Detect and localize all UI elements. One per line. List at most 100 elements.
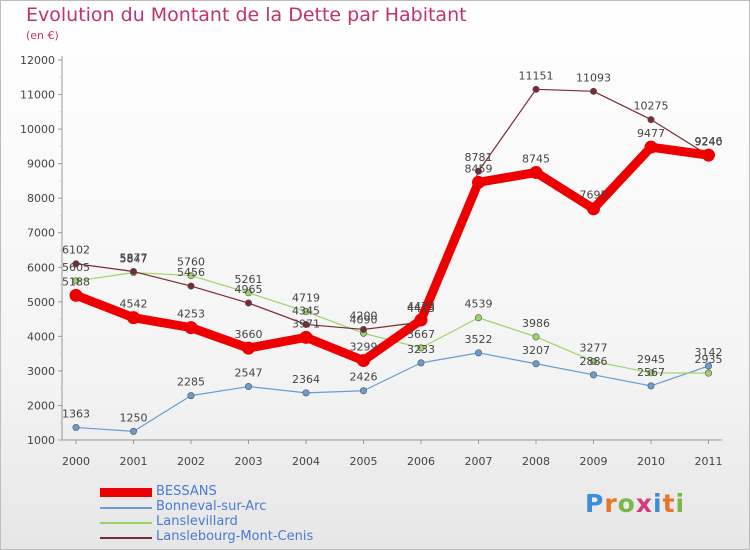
y-tick-label: 8000 (27, 192, 55, 205)
x-tick-label: 2010 (637, 455, 665, 468)
data-label-lanslebourg-mont-cenis: 4345 (292, 304, 320, 317)
data-point-lanslevillard (704, 369, 712, 377)
data-label-bessans: 3660 (235, 328, 263, 341)
data-label-lanslebourg-mont-cenis: 4965 (235, 283, 263, 296)
data-label-bessans: 3299 (350, 341, 378, 354)
data-label-bessans: 9246 (695, 135, 723, 148)
data-point-bonneval-sur-arc (187, 392, 195, 400)
data-label-bessans: 4253 (177, 308, 205, 321)
x-tick-label: 2009 (580, 455, 608, 468)
data-label-lanslevillard: 5605 (62, 261, 90, 274)
data-label-lanslebourg-mont-cenis: 11151 (519, 69, 554, 82)
data-point-lanslevillard (647, 369, 655, 377)
data-point-lanslebourg-mont-cenis (130, 268, 138, 276)
data-label-bessans: 9477 (637, 127, 665, 140)
data-label-bessans: 3971 (292, 317, 320, 330)
data-point-bonneval-sur-arc (130, 427, 138, 435)
data-label-lanslevillard: 3277 (580, 341, 608, 354)
y-tick-label: 6000 (27, 261, 55, 274)
data-point-lanslevillard (589, 357, 597, 365)
data-label-lanslebourg-mont-cenis: 5877 (120, 252, 148, 265)
data-point-bonneval-sur-arc (245, 383, 253, 391)
data-point-bonneval-sur-arc (704, 362, 712, 370)
data-point-lanslebourg-mont-cenis (72, 260, 80, 268)
data-label-lanslevillard: 4090 (350, 313, 378, 326)
proxiti-logo: Proxiti (585, 489, 685, 518)
data-label-lanslevillard: 5847 (120, 253, 148, 266)
legend-label: BESSANS (156, 484, 217, 499)
y-tick-label: 3000 (27, 365, 55, 378)
data-point-bessans (587, 202, 600, 216)
legend-label: Lanslebourg-Mont-Cenis (156, 529, 314, 544)
data-point-bonneval-sur-arc (302, 389, 310, 397)
data-label-lanslevillard: 3986 (522, 317, 550, 330)
data-point-bonneval-sur-arc (72, 423, 80, 431)
logo-letter: r (604, 489, 618, 518)
logo-letter: i (653, 489, 663, 518)
data-label-bonneval-sur-arc: 3233 (407, 343, 435, 356)
y-tick-label: 1000 (27, 434, 55, 447)
x-tick-label: 2003 (235, 455, 263, 468)
data-label-bessans: 8459 (465, 162, 493, 175)
data-label-lanslebourg-mont-cenis: 10275 (634, 100, 669, 113)
line-chart: 1000 2000 3000 4000 5000 6000 7000 8000 9000 1000… (20, 54, 723, 468)
data-point-lanslebourg-mont-cenis (359, 325, 367, 333)
data-label-lanslebourg-mont-cenis: 11093 (576, 71, 611, 84)
logo-letter: o (617, 489, 636, 518)
data-point-lanslevillard (532, 333, 540, 341)
data-point-lanslebourg-mont-cenis (302, 320, 310, 328)
data-label-lanslevillard: 4719 (292, 292, 320, 305)
legend-swatch (100, 507, 152, 509)
data-point-bessans (529, 165, 543, 179)
data-point-bessans (299, 330, 313, 344)
chart-title: Evolution du Montant de la Dette par Hab… (26, 4, 467, 26)
data-point-lanslevillard (245, 289, 253, 297)
data-label-bonneval-sur-arc: 2886 (580, 355, 608, 368)
y-tick-label: 12000 (20, 54, 55, 67)
data-point-bessans (69, 288, 83, 302)
x-tick-label: 2000 (62, 455, 90, 468)
legend-label: Lanslevillard (156, 514, 238, 529)
data-point-bonneval-sur-arc (532, 360, 540, 368)
x-tick-label: 2011 (695, 455, 723, 468)
y-tick-label: 2000 (27, 399, 55, 412)
data-label-lanslevillard: 5760 (177, 256, 205, 269)
data-point-lanslebourg-mont-cenis (187, 282, 195, 290)
data-label-bonneval-sur-arc: 2364 (292, 373, 320, 386)
y-tick-label: 7000 (27, 227, 55, 240)
y-tick-label: 9000 (27, 158, 55, 171)
data-point-lanslebourg-mont-cenis (245, 299, 253, 307)
x-tick-label: 2004 (292, 455, 320, 468)
data-label-bonneval-sur-arc: 1250 (120, 411, 148, 424)
legend-swatch (100, 522, 152, 524)
legend-swatch (100, 488, 152, 497)
data-label-lanslevillard: 5261 (235, 273, 263, 286)
data-point-bessans (184, 321, 198, 335)
data-label-lanslebourg-mont-cenis: 8781 (465, 151, 493, 164)
data-point-bonneval-sur-arc (359, 387, 367, 395)
data-label-lanslevillard: 4539 (465, 298, 493, 311)
data-label-bessans: 8745 (522, 152, 550, 165)
data-label-bonneval-sur-arc: 3207 (522, 344, 550, 357)
logo-letter: t (662, 489, 676, 518)
data-label-bonneval-sur-arc: 2547 (235, 367, 263, 380)
data-label-lanslevillard: 2945 (637, 353, 665, 366)
data-label-bonneval-sur-arc: 3142 (695, 346, 723, 359)
data-label-bessans: 4542 (120, 298, 148, 311)
data-label-bonneval-sur-arc: 2285 (177, 376, 205, 389)
data-point-bessans (702, 148, 715, 162)
data-point-lanslevillard (302, 308, 310, 316)
data-label-lanslebourg-mont-cenis: 5456 (177, 266, 205, 279)
data-label-lanslebourg-mont-cenis: 4200 (350, 309, 378, 322)
data-label-lanslebourg-mont-cenis: 6102 (62, 244, 90, 257)
data-label-bessans: 7695 (580, 189, 608, 202)
y-tick-label: 5000 (27, 296, 55, 309)
x-tick-label: 2006 (407, 455, 435, 468)
x-tick-label: 2007 (465, 455, 493, 468)
data-point-bonneval-sur-arc (589, 371, 597, 379)
chart-subtitle: (en €) (26, 29, 59, 42)
data-label-bessans: 5188 (62, 275, 90, 288)
x-tick-label: 2005 (350, 455, 378, 468)
data-label-lanslebourg-mont-cenis: 9240 (695, 135, 723, 148)
